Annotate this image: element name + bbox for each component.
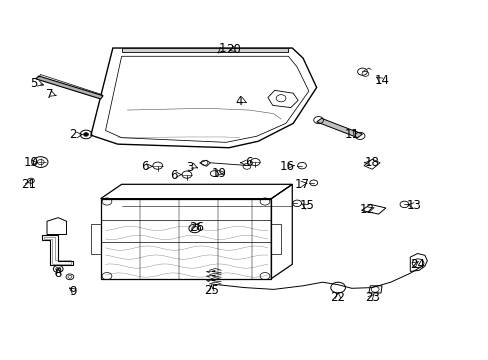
Text: 12: 12 [359, 203, 374, 216]
Text: 6: 6 [170, 169, 177, 182]
Text: 6: 6 [244, 156, 252, 169]
Text: 21: 21 [21, 178, 37, 191]
Text: 16: 16 [279, 160, 294, 173]
Text: 2: 2 [69, 128, 77, 141]
Text: 11: 11 [344, 127, 359, 141]
Text: 13: 13 [406, 199, 421, 212]
Text: 5: 5 [30, 77, 38, 90]
Text: 15: 15 [299, 199, 314, 212]
Text: 26: 26 [189, 221, 204, 234]
Text: 7: 7 [45, 88, 53, 101]
Text: 20: 20 [226, 42, 241, 55]
Text: 1: 1 [218, 41, 226, 54]
Text: 3: 3 [186, 161, 193, 174]
Circle shape [83, 133, 88, 136]
Text: 17: 17 [294, 178, 309, 191]
Text: 9: 9 [69, 285, 77, 298]
Polygon shape [316, 118, 362, 138]
Text: 8: 8 [55, 267, 62, 280]
Text: 22: 22 [330, 291, 345, 304]
Text: 14: 14 [374, 74, 389, 87]
Text: 24: 24 [409, 258, 424, 271]
Text: 6: 6 [141, 160, 148, 173]
Polygon shape [36, 76, 103, 99]
Text: 18: 18 [364, 156, 379, 169]
FancyBboxPatch shape [122, 48, 288, 51]
Text: 4: 4 [235, 95, 243, 108]
Text: 23: 23 [364, 291, 379, 304]
Text: 25: 25 [203, 284, 218, 297]
Text: 10: 10 [23, 156, 38, 169]
Text: 19: 19 [211, 167, 226, 180]
